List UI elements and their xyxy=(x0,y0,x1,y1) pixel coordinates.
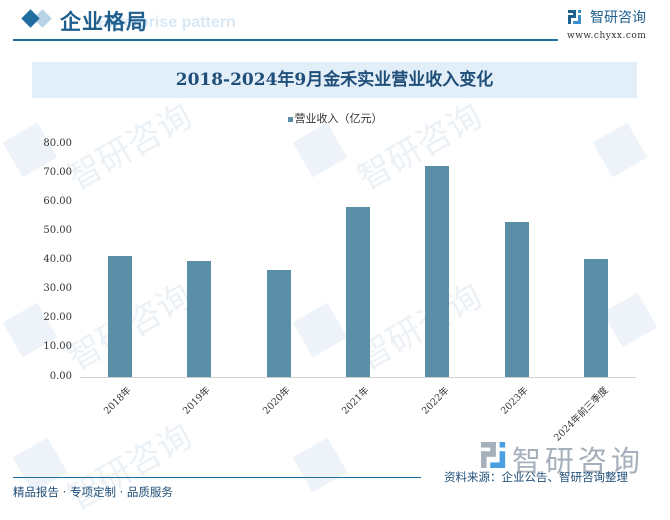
x-tick-label: 2022年 xyxy=(419,385,452,417)
chart-title: 2018-2024年9月金禾实业营业收入变化 xyxy=(175,70,494,90)
y-tick: 50.00 xyxy=(43,225,72,236)
y-tick: 70.00 xyxy=(43,167,72,178)
diamond-icon xyxy=(21,9,40,28)
header-divider xyxy=(13,39,558,41)
x-tick-label: 2019年 xyxy=(181,385,214,417)
watermark-logo-icon xyxy=(592,122,648,178)
watermark-text: 智研咨询 xyxy=(60,416,199,519)
bar xyxy=(266,269,291,377)
bar xyxy=(107,255,132,377)
x-tick-label: 2018年 xyxy=(102,385,134,417)
y-tick: 20.00 xyxy=(43,312,72,323)
watermark-logo-icon xyxy=(292,122,348,178)
section-title: 企业格局 xyxy=(60,10,148,34)
brand-url: www.chyxx.com xyxy=(567,31,647,41)
bar xyxy=(187,260,212,377)
bar xyxy=(584,259,609,377)
watermark-text: 智研咨询 xyxy=(60,96,199,199)
legend-label: 营业收入（亿元） xyxy=(294,112,383,125)
y-tick: 10.00 xyxy=(43,341,72,352)
watermark-logo-icon xyxy=(602,292,658,348)
y-tick: 60.00 xyxy=(43,196,72,207)
x-tick-label: 2021年 xyxy=(340,385,372,417)
source-note: 资料来源：企业公告、智研咨询整理 xyxy=(444,470,628,484)
page-header: Enterprise pattern 企业格局 智研咨询 www.chyxx.c… xyxy=(0,0,670,45)
footer-brand: 智研咨询 xyxy=(512,444,645,478)
chart-title-band: 2018-2024年9月金禾实业营业收入变化 xyxy=(32,62,637,98)
footer-divider xyxy=(13,477,421,478)
y-tick: 0.00 xyxy=(49,371,72,382)
watermark-logo-icon xyxy=(292,437,348,493)
bar xyxy=(425,165,450,377)
chart-legend: 营业收入（亿元） xyxy=(0,110,670,126)
x-axis-line xyxy=(80,377,636,378)
x-tick-label: 2020年 xyxy=(260,385,293,417)
x-tick-label: 2023年 xyxy=(499,385,531,417)
bar xyxy=(346,206,370,377)
legend-swatch-icon xyxy=(287,116,293,122)
y-tick: 80.00 xyxy=(43,138,72,149)
brand-name: 智研咨询 xyxy=(590,10,646,26)
watermark-logo-icon xyxy=(292,302,348,358)
watermark-text: 智研咨询 xyxy=(350,96,489,199)
y-tick: 40.00 xyxy=(43,254,72,265)
bar xyxy=(504,221,529,377)
brand-logo-icon xyxy=(568,10,581,24)
y-tick: 30.00 xyxy=(43,283,72,294)
x-tick-label: 2024年前三季度 xyxy=(551,385,611,444)
footer-slogan: 精品报告 · 专项定制 · 品质服务 xyxy=(13,485,173,499)
section-subtitle: Enterprise pattern xyxy=(98,14,236,31)
footer-logo-icon xyxy=(481,442,506,468)
